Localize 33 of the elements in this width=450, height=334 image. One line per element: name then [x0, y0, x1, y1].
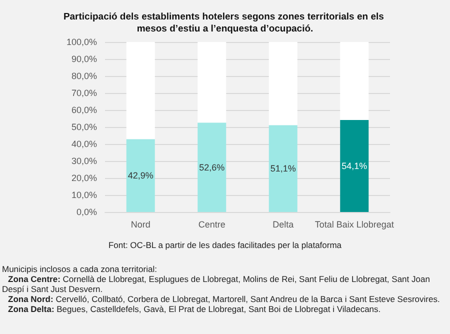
y-tick-label: 30,0% [71, 156, 97, 166]
bar [340, 42, 369, 120]
text: Zona Delta: Begues, Castelldefels, Gavà, El Prat de Llobregat, Sant Boi de Llobregat i Viladecans. [7, 304, 382, 314]
chart-title: Participació dels establiments hotelers segons zones territorials en els mesos d’estiu a l’enquesta d’ocupació. [63, 12, 387, 34]
y-tick-label: 0,0% [76, 207, 97, 217]
text: Zona Centre: Cornellà de Llobregat, Esplugues de Llobregat, Molins de Rei, Sant Feliu de Llobregat, Sant Joan Despí i Sant Just Desvern. [2, 274, 431, 294]
x-tick-label: Total Baix Llobregat [314, 220, 394, 230]
bar [198, 42, 226, 123]
data-label: 54,1% [342, 161, 368, 172]
x-tick-label: Centre [198, 220, 226, 230]
y-tick-label: 80,0% [71, 71, 97, 81]
text: Zona Nord: Cervelló, Collbató, Corbera de Llobregat, Martorell, Sant Andreu de la Barca i Sant Esteve Sesrovires. [7, 294, 441, 304]
bar [198, 122, 226, 212]
y-tick-label: 70,0% [71, 88, 97, 98]
data-label: 42,9% [128, 170, 154, 181]
text: Font: OC-BL a partir de les dades facilitades per la plataforma [107, 240, 343, 250]
bar [126, 139, 155, 212]
y-tick-label: 50,0% [71, 122, 97, 132]
bar [340, 120, 369, 212]
y-tick-label: 20,0% [71, 173, 97, 183]
x-tick-label: Nord [130, 220, 150, 230]
y-tick-label: 60,0% [71, 105, 97, 115]
bar [268, 42, 298, 126]
bar [268, 125, 298, 212]
y-tick-label: 40,0% [71, 139, 97, 149]
y-tick-label: 90,0% [71, 54, 97, 64]
y-tick-label: 100,0% [66, 37, 97, 47]
data-label: 52,6% [199, 162, 225, 172]
data-label: 51,1% [270, 164, 296, 174]
bar [126, 42, 155, 140]
x-tick-label: Delta [272, 220, 294, 230]
y-tick-label: 10,0% [71, 190, 97, 200]
text: Municipis inclosos a cada zona territorial: [2, 264, 158, 274]
